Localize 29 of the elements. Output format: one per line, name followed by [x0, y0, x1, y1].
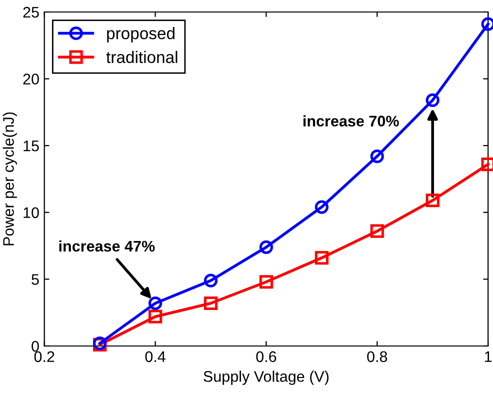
- point: [204, 296, 218, 310]
- point: [426, 93, 440, 107]
- y-tick-label: 0: [32, 340, 39, 352]
- point: [314, 200, 328, 214]
- y-axis-title: Power per cycle(nJ): [2, 112, 17, 246]
- annotation: increase 70%: [304, 115, 399, 126]
- annotation: increase 47%: [59, 240, 155, 252]
- point: [259, 240, 274, 254]
- point: [370, 224, 384, 238]
- point: [148, 310, 162, 324]
- x-tick-label: 1: [484, 351, 492, 362]
- x-tick-label: 0.8: [367, 351, 388, 362]
- point: [204, 274, 218, 288]
- legend-label: traditional: [106, 50, 178, 64]
- legend-label: proposed: [107, 27, 174, 43]
- y-tick-label: 25: [23, 6, 39, 18]
- y-tick-label: 5: [32, 274, 39, 285]
- y-tick-label: 10: [24, 207, 39, 218]
- x-tick-label: 0.2: [34, 351, 54, 362]
- x-axis-title: Supply Voltage (V): [204, 370, 329, 385]
- y-tick-label: 15: [24, 140, 39, 152]
- point: [426, 194, 440, 208]
- point: [148, 296, 162, 310]
- x-tick-label: 0.4: [145, 351, 166, 362]
- point: [314, 251, 328, 265]
- y-tick-label: 20: [23, 74, 39, 84]
- point: [259, 275, 274, 289]
- x-tick-label: 0.6: [256, 351, 276, 362]
- point: [370, 149, 384, 164]
